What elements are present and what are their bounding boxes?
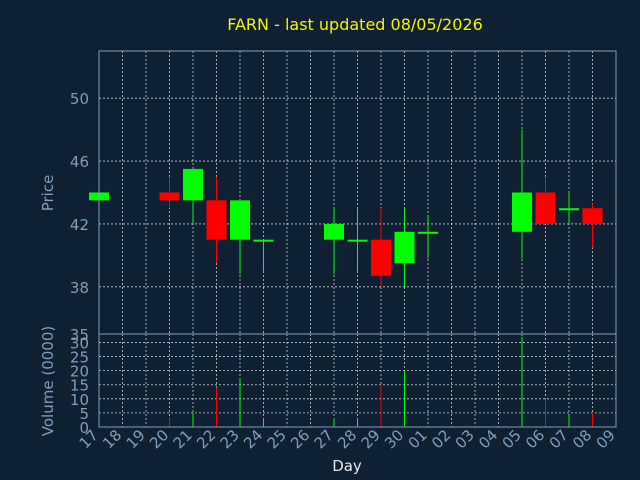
volume-tick-label: 10 bbox=[70, 391, 89, 409]
price-tick-label: 50 bbox=[70, 90, 89, 108]
volume-tick-label: 5 bbox=[79, 405, 89, 423]
candle-body bbox=[394, 231, 415, 264]
candle-body bbox=[230, 200, 250, 240]
candle-body bbox=[206, 200, 227, 240]
candle-body bbox=[535, 192, 556, 224]
candle-body bbox=[159, 192, 180, 201]
volume-tick-label: 25 bbox=[70, 349, 89, 367]
price-y-tick-labels: 50 46 42 38 bbox=[70, 90, 89, 297]
candle-body bbox=[512, 192, 532, 232]
volume-axis-label: Volume (0000) bbox=[39, 326, 57, 436]
volume-bars bbox=[169, 336, 593, 427]
chart-title: FARN - last updated 08/05/2026 bbox=[227, 15, 483, 34]
x-tick-labels: 1718192021222324252627282930010203040506… bbox=[76, 426, 619, 452]
price-axis-label: Price bbox=[39, 175, 57, 212]
candle-body bbox=[324, 223, 344, 240]
volume-tick-label: 30 bbox=[70, 334, 89, 352]
volume-tick-label: 35 bbox=[70, 326, 89, 344]
candle-body bbox=[253, 239, 274, 242]
candle-body bbox=[418, 231, 438, 234]
volume-tick-label: 20 bbox=[70, 363, 89, 381]
candlesticks bbox=[89, 129, 603, 287]
price-tick-label: 38 bbox=[70, 279, 89, 297]
volume-tick-label: 15 bbox=[70, 377, 89, 395]
candle-body bbox=[371, 239, 391, 276]
candle-body bbox=[347, 239, 368, 242]
x-axis-label: Day bbox=[332, 457, 362, 475]
candle-body bbox=[559, 208, 579, 211]
volume-tick-label: 0 bbox=[79, 419, 89, 437]
candle-body bbox=[582, 208, 603, 224]
price-tick-label: 46 bbox=[70, 153, 89, 171]
volume-panel-frame bbox=[98, 333, 617, 428]
price-tick-label: 42 bbox=[70, 216, 89, 234]
candle-body bbox=[183, 168, 203, 201]
